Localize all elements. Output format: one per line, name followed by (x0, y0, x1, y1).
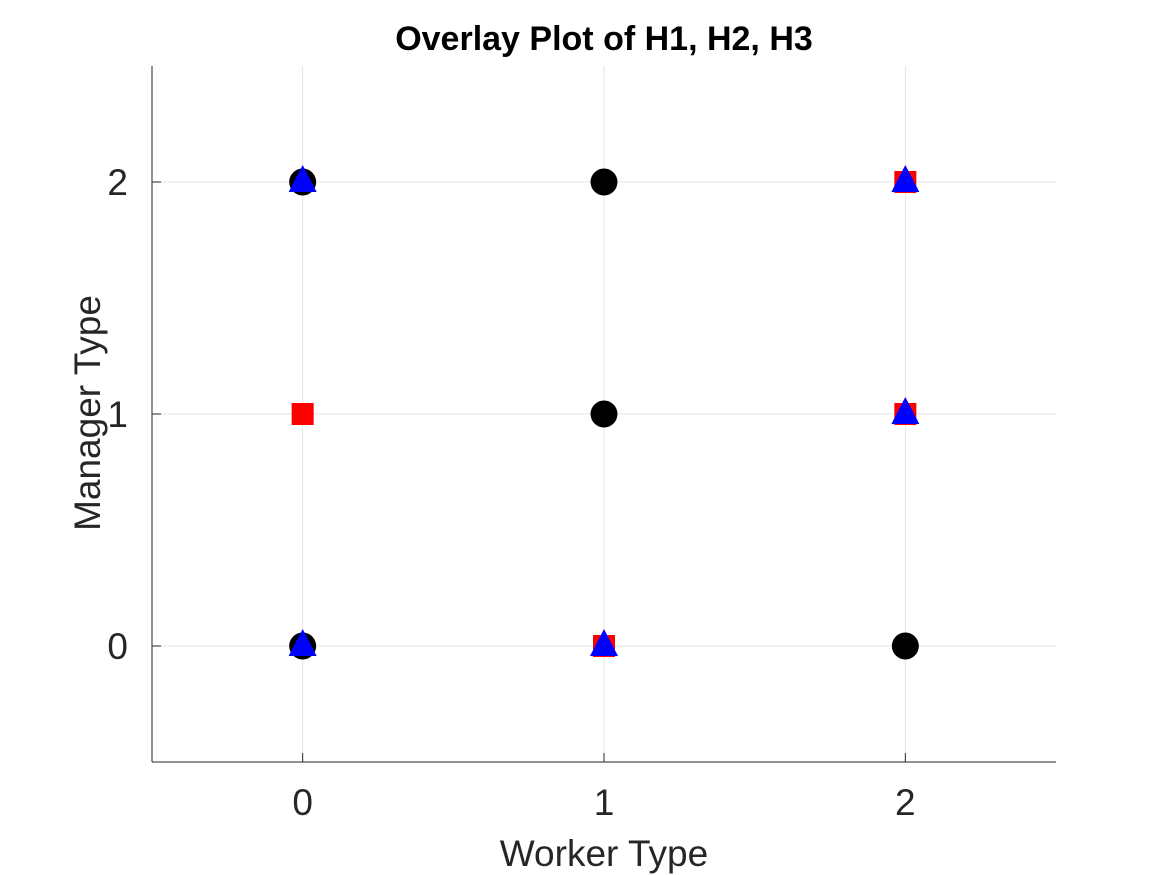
triangle-marker (891, 397, 920, 424)
y-tick-label: 2 (107, 162, 128, 203)
circle-marker (891, 632, 919, 660)
triangle-marker (590, 629, 618, 656)
triangle-marker (288, 629, 317, 656)
triangle-marker (288, 165, 317, 192)
y-tick-label: 1 (107, 394, 128, 435)
x-axis-label: Worker Type (500, 833, 708, 874)
triangle-marker (891, 165, 920, 192)
x-tick-label: 0 (292, 782, 313, 823)
y-tick-label: 0 (107, 626, 128, 667)
circle-marker (590, 400, 618, 428)
plot-area (288, 165, 920, 660)
chart-title: Overlay Plot of H1, H2, H3 (395, 20, 813, 58)
y-axis-label: Manager Type (67, 295, 108, 531)
x-tick-label: 1 (594, 782, 615, 823)
circle-marker (590, 168, 618, 196)
tick-labels: 0 1 2 0 1 2 (107, 162, 915, 823)
square-marker (291, 403, 314, 425)
axes (151, 66, 1056, 763)
x-tick-label: 2 (895, 782, 916, 823)
